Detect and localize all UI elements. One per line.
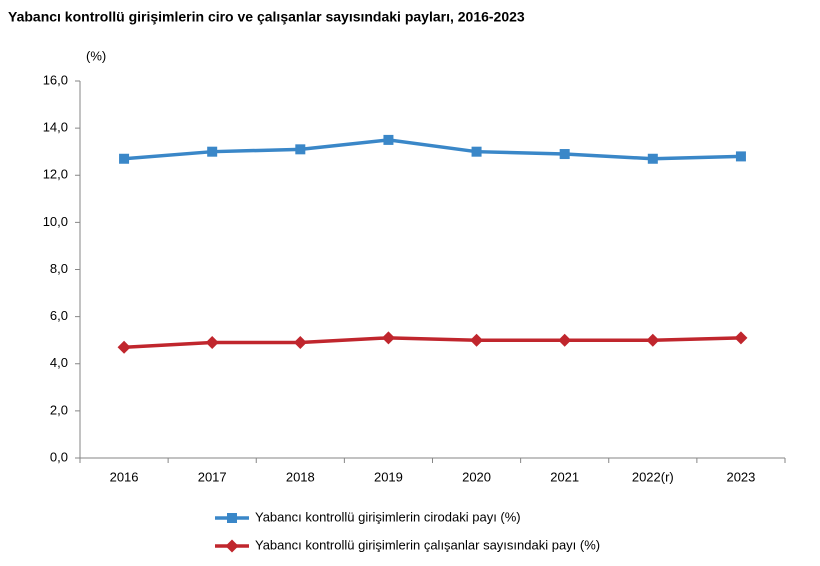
y-tick-label: 8,0 [50, 261, 68, 276]
x-tick-label: 2023 [726, 469, 755, 484]
y-tick-label: 16,0 [43, 72, 68, 87]
legend-label: Yabancı kontrollü girişimlerin cirodaki … [255, 509, 521, 524]
x-tick-label: 2019 [374, 469, 403, 484]
series-line [123, 336, 741, 350]
x-tick-label: 2021 [550, 469, 579, 484]
marker [225, 539, 239, 553]
marker [559, 149, 570, 160]
x-tick-label: 2020 [462, 469, 491, 484]
marker [295, 144, 306, 155]
marker [293, 336, 307, 350]
x-tick-label: 2017 [198, 469, 227, 484]
y-tick-label: 4,0 [50, 355, 68, 370]
x-tick-label: 2016 [110, 469, 139, 484]
marker [471, 146, 482, 157]
marker [119, 153, 130, 164]
y-axis-label: (%) [86, 48, 106, 63]
marker [117, 340, 131, 354]
y-tick-label: 14,0 [43, 120, 68, 135]
legend-label: Yabancı kontrollü girişimlerin çalışanla… [255, 537, 600, 552]
marker [646, 333, 660, 347]
x-tick-label: 2018 [286, 469, 315, 484]
y-tick-label: 6,0 [50, 308, 68, 323]
y-tick-label: 0,0 [50, 449, 68, 464]
series-line [123, 138, 741, 161]
marker [383, 134, 394, 145]
marker [205, 336, 219, 350]
y-tick-label: 10,0 [43, 214, 68, 229]
y-tick-label: 2,0 [50, 402, 68, 417]
marker [470, 333, 484, 347]
chart-title: Yabancı kontrollü girişimlerin ciro ve ç… [8, 9, 525, 25]
y-tick-label: 12,0 [43, 167, 68, 182]
marker [558, 333, 572, 347]
x-tick-label: 2022(r) [632, 469, 674, 484]
marker [647, 153, 658, 164]
marker [735, 151, 746, 162]
marker [227, 513, 237, 523]
marker [207, 146, 218, 157]
marker [734, 331, 748, 345]
marker [381, 331, 395, 345]
